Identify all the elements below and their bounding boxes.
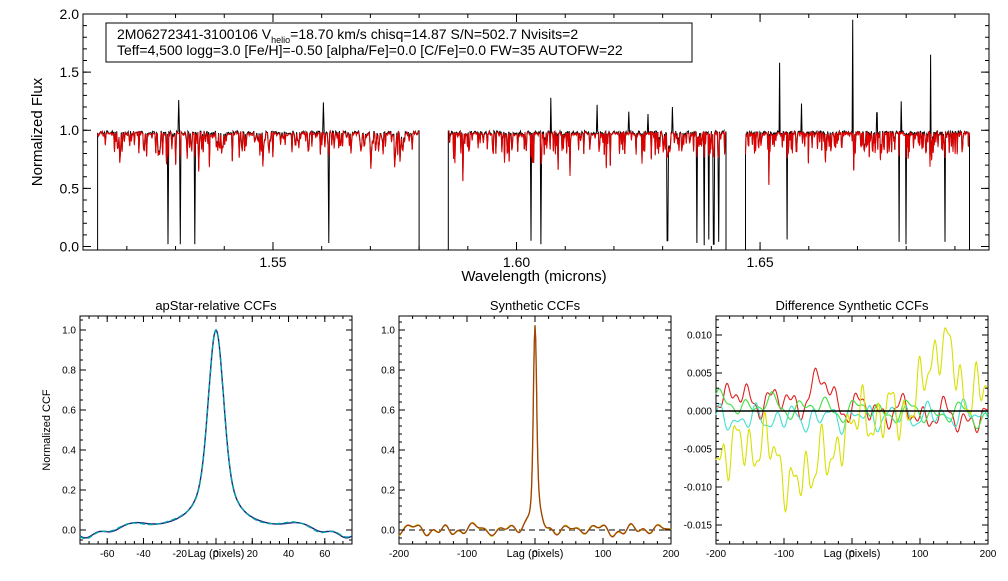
synthetic-ccf-series-1 xyxy=(399,325,671,536)
apstar-ccf-data xyxy=(80,330,352,539)
difference-ccf-x-tick-label: -100 xyxy=(774,549,794,560)
synthetic-ccf-y-tick-label: 1.0 xyxy=(381,326,395,337)
difference-ccf-x-tick-label: 200 xyxy=(980,549,997,560)
spectrum-y-tick-label: 1.5 xyxy=(60,64,80,80)
model-spectrum-chip-3 xyxy=(746,131,970,185)
apstar-ccf-panel: apStar-relative CCFs -60 -40 -20 0 20 40 600.0… xyxy=(41,298,352,560)
difference-ccf-panel: Difference Synthetic CCFs -200 -100 0 100 20… xyxy=(684,298,997,560)
apstar-ccf-y-tick-label: 1.0 xyxy=(62,326,76,337)
apstar-ccf-y-tick-label: 0.8 xyxy=(62,366,76,377)
synthetic-ccf-x-axis-label: Lag (pixels) xyxy=(507,548,564,560)
synthetic-ccf-y-tick-label: 0.4 xyxy=(381,446,395,457)
synthetic-ccf-x-tick-label: 100 xyxy=(595,549,612,560)
difference-ccf-y-tick-label: 0.010 xyxy=(687,331,712,342)
apstar-ccf-y-tick-label: 0.6 xyxy=(62,406,76,417)
apstar-ccf-x-tick-label: -60 xyxy=(100,549,115,560)
apstar-ccf-series-1 xyxy=(80,330,352,538)
difference-ccf-series-cyan xyxy=(716,399,988,434)
synthetic-ccf-x-tick-label: -100 xyxy=(457,549,477,560)
synthetic-ccf-y-tick-label: 0.2 xyxy=(381,486,395,497)
apstar-ccf-y-tick-label: 0.4 xyxy=(62,446,76,457)
difference-ccf-title: Difference Synthetic CCFs xyxy=(776,298,929,313)
difference-ccf-data xyxy=(716,328,988,512)
synthetic-ccf-y-tick-label: 0.0 xyxy=(381,526,395,537)
apstar-ccf-y-tick-label: 0.0 xyxy=(62,526,76,537)
observed-spectrum-chip-1 xyxy=(98,100,420,250)
synthetic-ccf-x-tick-label: -200 xyxy=(389,549,409,560)
apstar-ccf-title: apStar-relative CCFs xyxy=(155,298,277,313)
apstar-ccf-x-tick-label: -40 xyxy=(136,549,151,560)
difference-ccf-y-tick-label: -0.015 xyxy=(684,521,713,532)
spectrum-y-axis-label: Normalized Flux xyxy=(29,77,46,186)
synthetic-ccf-x-tick-label: 200 xyxy=(663,549,680,560)
apogee-visit-plot: 1.55 1.60 1.65 0.0 0.5 1.0 1.5 2.0 Wavelength (… xyxy=(0,0,1008,576)
apstar-ccf-axis-ticks: -60 -40 -20 0 20 40 600.00.20.40.60.81.0 xyxy=(62,316,352,560)
synthetic-ccf-frame xyxy=(399,316,671,544)
synthetic-ccf-panel: Synthetic CCFs -200 -100 0 100 2000.00.20.40… xyxy=(381,298,680,560)
apstar-ccf-x-axis-label: Lag (pixels) xyxy=(188,548,245,560)
difference-ccf-x-axis-label: Lag (pixels) xyxy=(824,548,881,560)
figure-canvas: 1.55 1.60 1.650.00.51.01.52.0 Wavelength (… xyxy=(0,0,1008,576)
spectrum-y-tick-label: 0.0 xyxy=(60,238,80,254)
apstar-ccf-x-tick-label: 40 xyxy=(283,549,295,560)
synthetic-ccf-y-tick-label: 0.6 xyxy=(381,406,395,417)
apstar-ccf-y-tick-label: 0.2 xyxy=(62,486,76,497)
apstar-ccf-series-2 xyxy=(80,330,352,539)
difference-ccf-y-tick-label: -0.005 xyxy=(684,445,713,456)
difference-ccf-frame xyxy=(716,316,988,544)
spectrum-x-tick-label: 1.65 xyxy=(746,254,773,270)
apstar-ccf-y-axis-label: Normalized CCF xyxy=(41,389,53,471)
synthetic-ccf-series-2 xyxy=(399,325,671,537)
spectrum-y-tick-label: 2.0 xyxy=(60,6,80,22)
spectrum-x-tick-label: 1.55 xyxy=(259,254,286,270)
synthetic-ccf-data xyxy=(399,325,671,537)
synthetic-ccf-y-tick-label: 0.8 xyxy=(381,366,395,377)
observed-spectrum-chip-2 xyxy=(448,98,726,250)
difference-ccf-axis-ticks: -200 -100 0 100 200-0.015-0.010-0.0050.0000.… xyxy=(684,316,997,560)
apstar-ccf-frame xyxy=(80,316,352,544)
info-line-2: Teff=4,500 logg=3.0 [Fe/H]=-0.50 [alpha/… xyxy=(117,42,623,58)
spectrum-x-axis-label: Wavelength (microns) xyxy=(461,268,606,285)
difference-ccf-y-tick-label: -0.010 xyxy=(684,483,713,494)
info-star-velocity-label: 2M06272341-3100106 V xyxy=(117,26,272,42)
apstar-ccf-x-tick-label: 20 xyxy=(247,549,259,560)
spectrum-y-tick-label: 1.0 xyxy=(60,122,80,138)
difference-ccf-x-tick-label: -200 xyxy=(706,549,726,560)
spectrum-panel: 1.55 1.60 1.650.00.51.01.52.0 Wavelength (… xyxy=(29,6,989,285)
synthetic-ccf-title: Synthetic CCFs xyxy=(490,298,581,313)
info-box: 2M06272341-3100106 Vhelio=18.70 km/s chi… xyxy=(106,23,692,62)
apstar-ccf-x-tick-label: 60 xyxy=(319,549,331,560)
spectrum-y-tick-label: 0.5 xyxy=(60,180,80,196)
difference-ccf-y-tick-label: 0.000 xyxy=(687,407,712,418)
model-spectrum-chip-2 xyxy=(448,131,726,181)
difference-ccf-y-tick-label: 0.005 xyxy=(687,369,712,380)
apstar-ccf-x-tick-label: -20 xyxy=(173,549,188,560)
difference-ccf-x-tick-label: 100 xyxy=(912,549,929,560)
info-velocity-stats: =18.70 km/s chisq=14.87 S/N=502.7 Nvisit… xyxy=(290,26,578,42)
